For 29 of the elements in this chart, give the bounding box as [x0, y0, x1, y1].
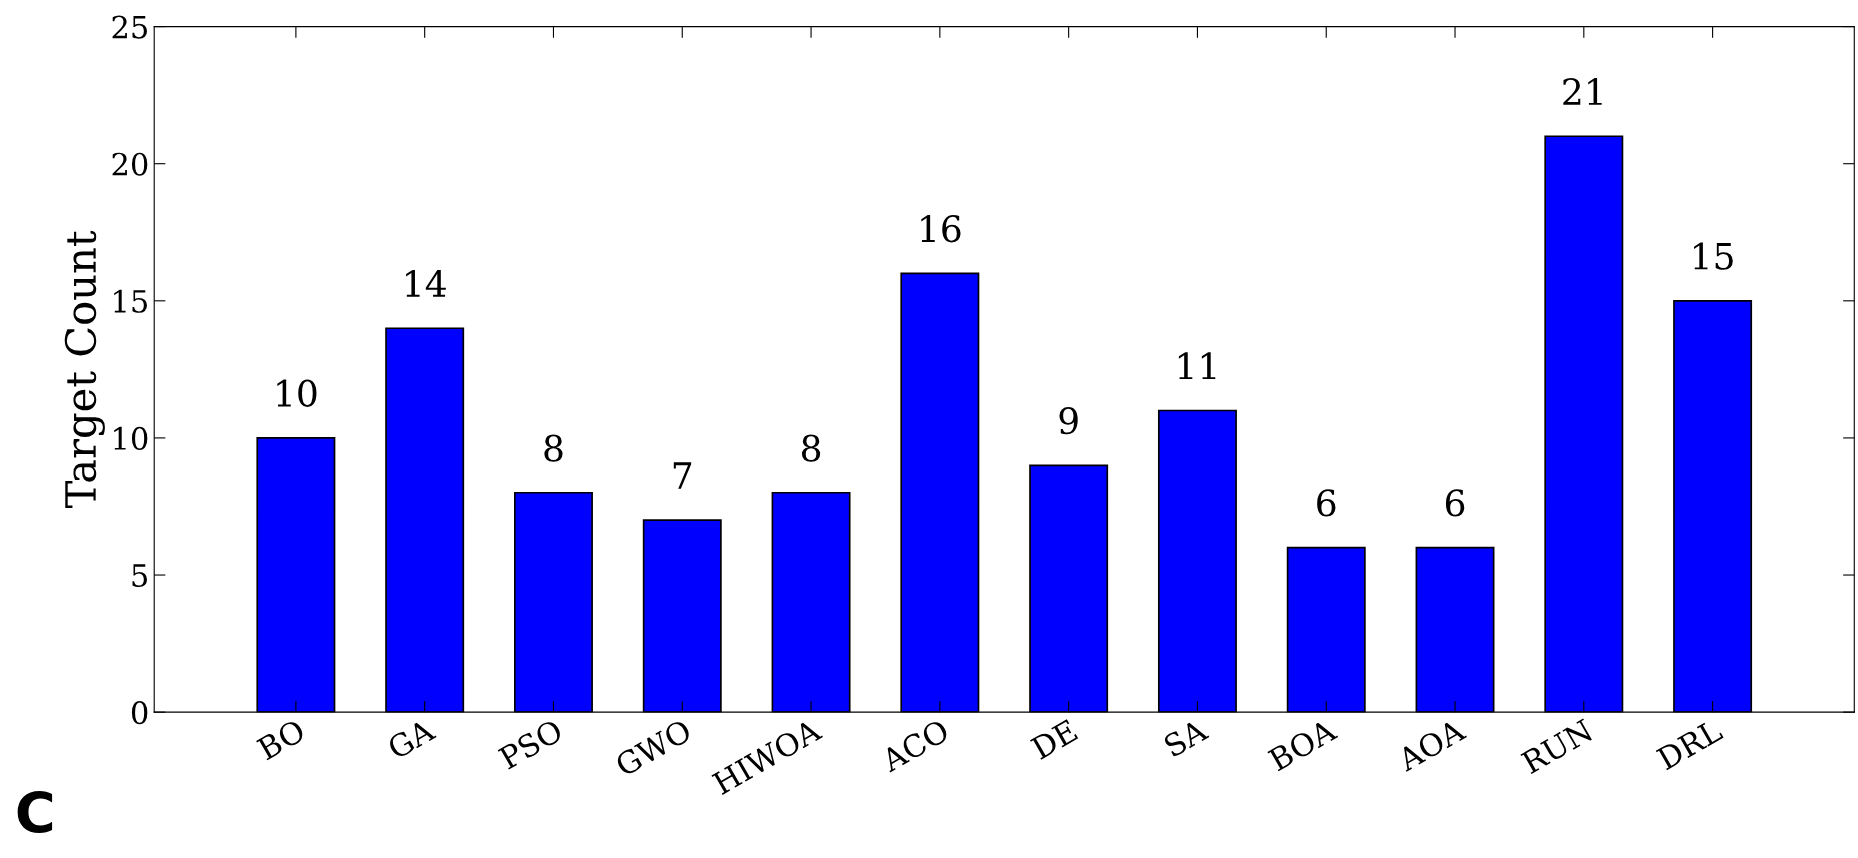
data-label: 6 [1317, 489, 1336, 517]
y-tick-label: 15 [114, 289, 147, 313]
data-label: 10 [277, 379, 317, 407]
x-tick-label: PSO [497, 718, 564, 770]
x-tick-label: BOA [1267, 717, 1339, 772]
data-label: 8 [801, 434, 821, 462]
data-label: 8 [544, 434, 563, 462]
text: C [17, 791, 53, 834]
data-label: 9 [1059, 407, 1078, 435]
data-label: 6 [1445, 489, 1465, 517]
data-label: 16 [921, 215, 961, 243]
data-label: 21 [1563, 77, 1602, 105]
y-tick-label: 20 [112, 152, 148, 176]
data-label: 15 [1694, 242, 1733, 270]
y-axis-title: Target Count [64, 230, 105, 508]
y-tick-label: 0 [131, 701, 148, 725]
data-label: 14 [406, 269, 446, 297]
x-tick-label: DRL [1655, 718, 1724, 771]
x-tick-label: AOA [1395, 717, 1468, 773]
x-tick-label: SA [1162, 717, 1210, 758]
x-tick-label: DE [1030, 719, 1079, 760]
data-label: 11 [1178, 352, 1216, 379]
x-tick-label: GA [386, 717, 437, 760]
y-tick-label: 5 [132, 564, 147, 588]
y-tick-label: 25 [112, 15, 147, 39]
x-tick-label: ACO [878, 718, 951, 773]
y-tick-label: 10 [114, 426, 148, 450]
x-tick-label: BO [255, 718, 307, 761]
data-label: 7 [673, 462, 692, 489]
